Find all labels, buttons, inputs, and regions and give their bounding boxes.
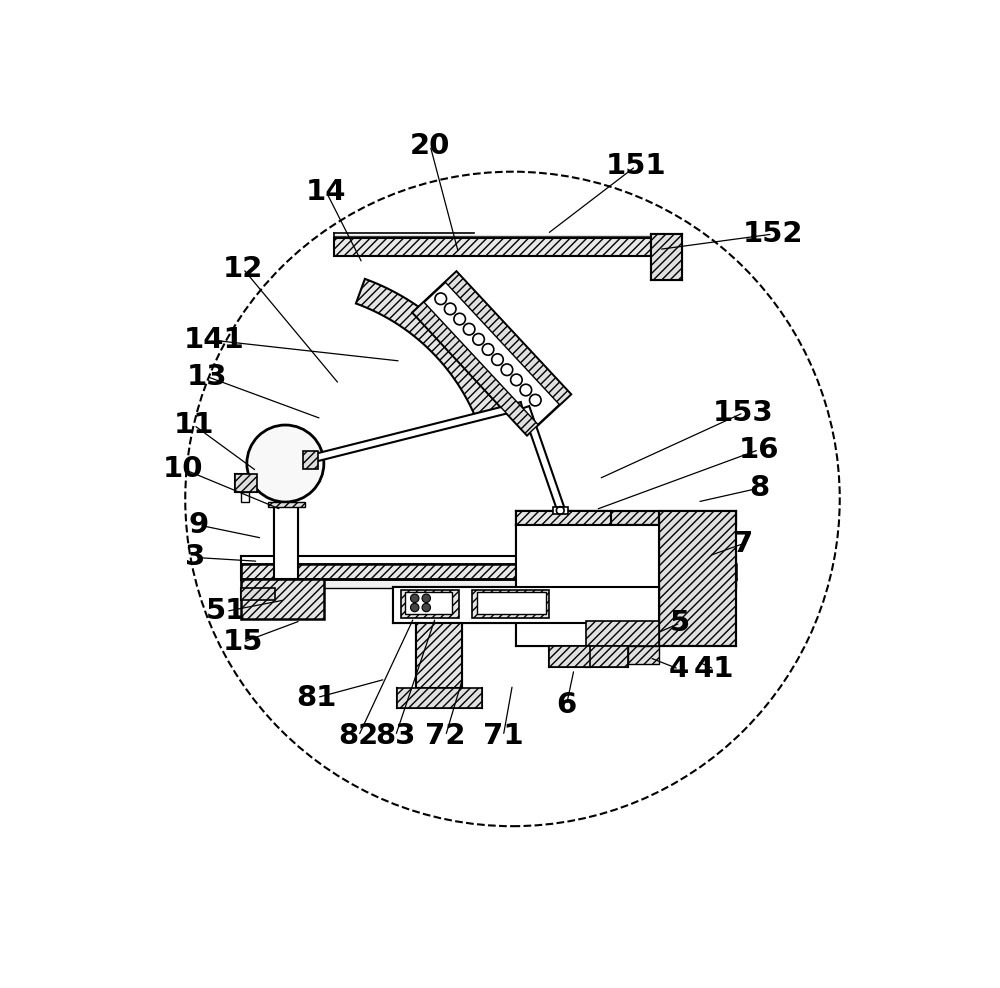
Text: 82: 82	[338, 722, 379, 750]
Polygon shape	[397, 689, 482, 707]
Text: 16: 16	[739, 436, 779, 463]
Polygon shape	[303, 452, 318, 469]
Polygon shape	[651, 234, 682, 281]
Text: 8: 8	[749, 474, 769, 502]
Polygon shape	[405, 592, 452, 615]
Polygon shape	[401, 590, 459, 618]
Text: 9: 9	[189, 511, 209, 539]
Polygon shape	[477, 592, 546, 615]
Text: 13: 13	[186, 363, 227, 390]
Circle shape	[247, 425, 324, 502]
Text: 141: 141	[183, 326, 244, 355]
Polygon shape	[549, 646, 590, 667]
Text: 81: 81	[297, 684, 337, 711]
Polygon shape	[659, 511, 736, 646]
Polygon shape	[241, 579, 736, 588]
Polygon shape	[413, 302, 538, 436]
Polygon shape	[274, 504, 298, 579]
Polygon shape	[516, 511, 611, 525]
Polygon shape	[241, 588, 275, 600]
Polygon shape	[310, 402, 523, 462]
Text: 72: 72	[425, 722, 466, 750]
Text: 4: 4	[669, 655, 689, 683]
Text: 6: 6	[556, 692, 577, 719]
Text: 152: 152	[743, 220, 803, 248]
Polygon shape	[241, 556, 736, 563]
Text: 71: 71	[483, 722, 524, 750]
Text: 41: 41	[694, 655, 734, 683]
Text: 5: 5	[670, 609, 690, 637]
Circle shape	[410, 604, 419, 612]
Polygon shape	[522, 406, 565, 511]
Polygon shape	[516, 511, 736, 525]
Polygon shape	[334, 238, 651, 256]
Circle shape	[410, 594, 419, 603]
Polygon shape	[268, 502, 305, 508]
Polygon shape	[628, 646, 659, 664]
Text: 83: 83	[375, 722, 416, 750]
Text: 10: 10	[163, 454, 203, 483]
Polygon shape	[241, 579, 324, 619]
Text: 11: 11	[173, 411, 214, 439]
Polygon shape	[393, 587, 659, 622]
Text: 12: 12	[223, 255, 263, 283]
Text: 7: 7	[733, 530, 754, 557]
Text: 20: 20	[410, 131, 450, 159]
Text: 51: 51	[206, 598, 246, 625]
Circle shape	[422, 594, 430, 603]
Text: 14: 14	[306, 178, 346, 206]
Polygon shape	[356, 279, 501, 420]
Polygon shape	[416, 622, 462, 689]
Text: 3: 3	[185, 543, 205, 571]
Text: 15: 15	[223, 628, 263, 656]
Polygon shape	[241, 563, 736, 579]
Polygon shape	[235, 474, 257, 492]
Polygon shape	[241, 492, 249, 502]
Circle shape	[422, 604, 430, 612]
Text: 153: 153	[713, 399, 774, 427]
Polygon shape	[472, 590, 549, 618]
Polygon shape	[516, 525, 659, 646]
Polygon shape	[445, 272, 571, 405]
Polygon shape	[586, 620, 659, 646]
Polygon shape	[586, 646, 628, 667]
Polygon shape	[413, 272, 571, 436]
Polygon shape	[553, 507, 568, 515]
Text: 151: 151	[605, 152, 666, 180]
